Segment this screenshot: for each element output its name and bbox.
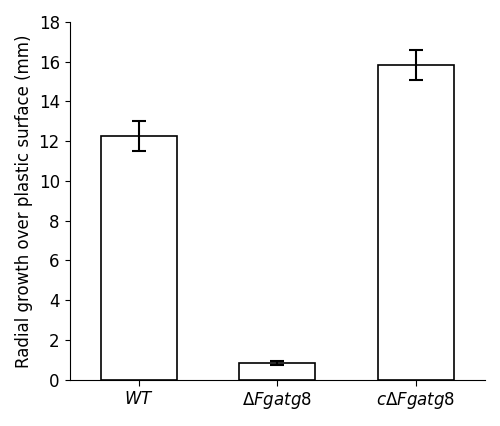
Bar bbox=[239, 363, 316, 380]
Bar bbox=[378, 65, 454, 380]
Y-axis label: Radial growth over plastic surface (mm): Radial growth over plastic surface (mm) bbox=[15, 34, 33, 368]
Bar bbox=[100, 136, 177, 380]
